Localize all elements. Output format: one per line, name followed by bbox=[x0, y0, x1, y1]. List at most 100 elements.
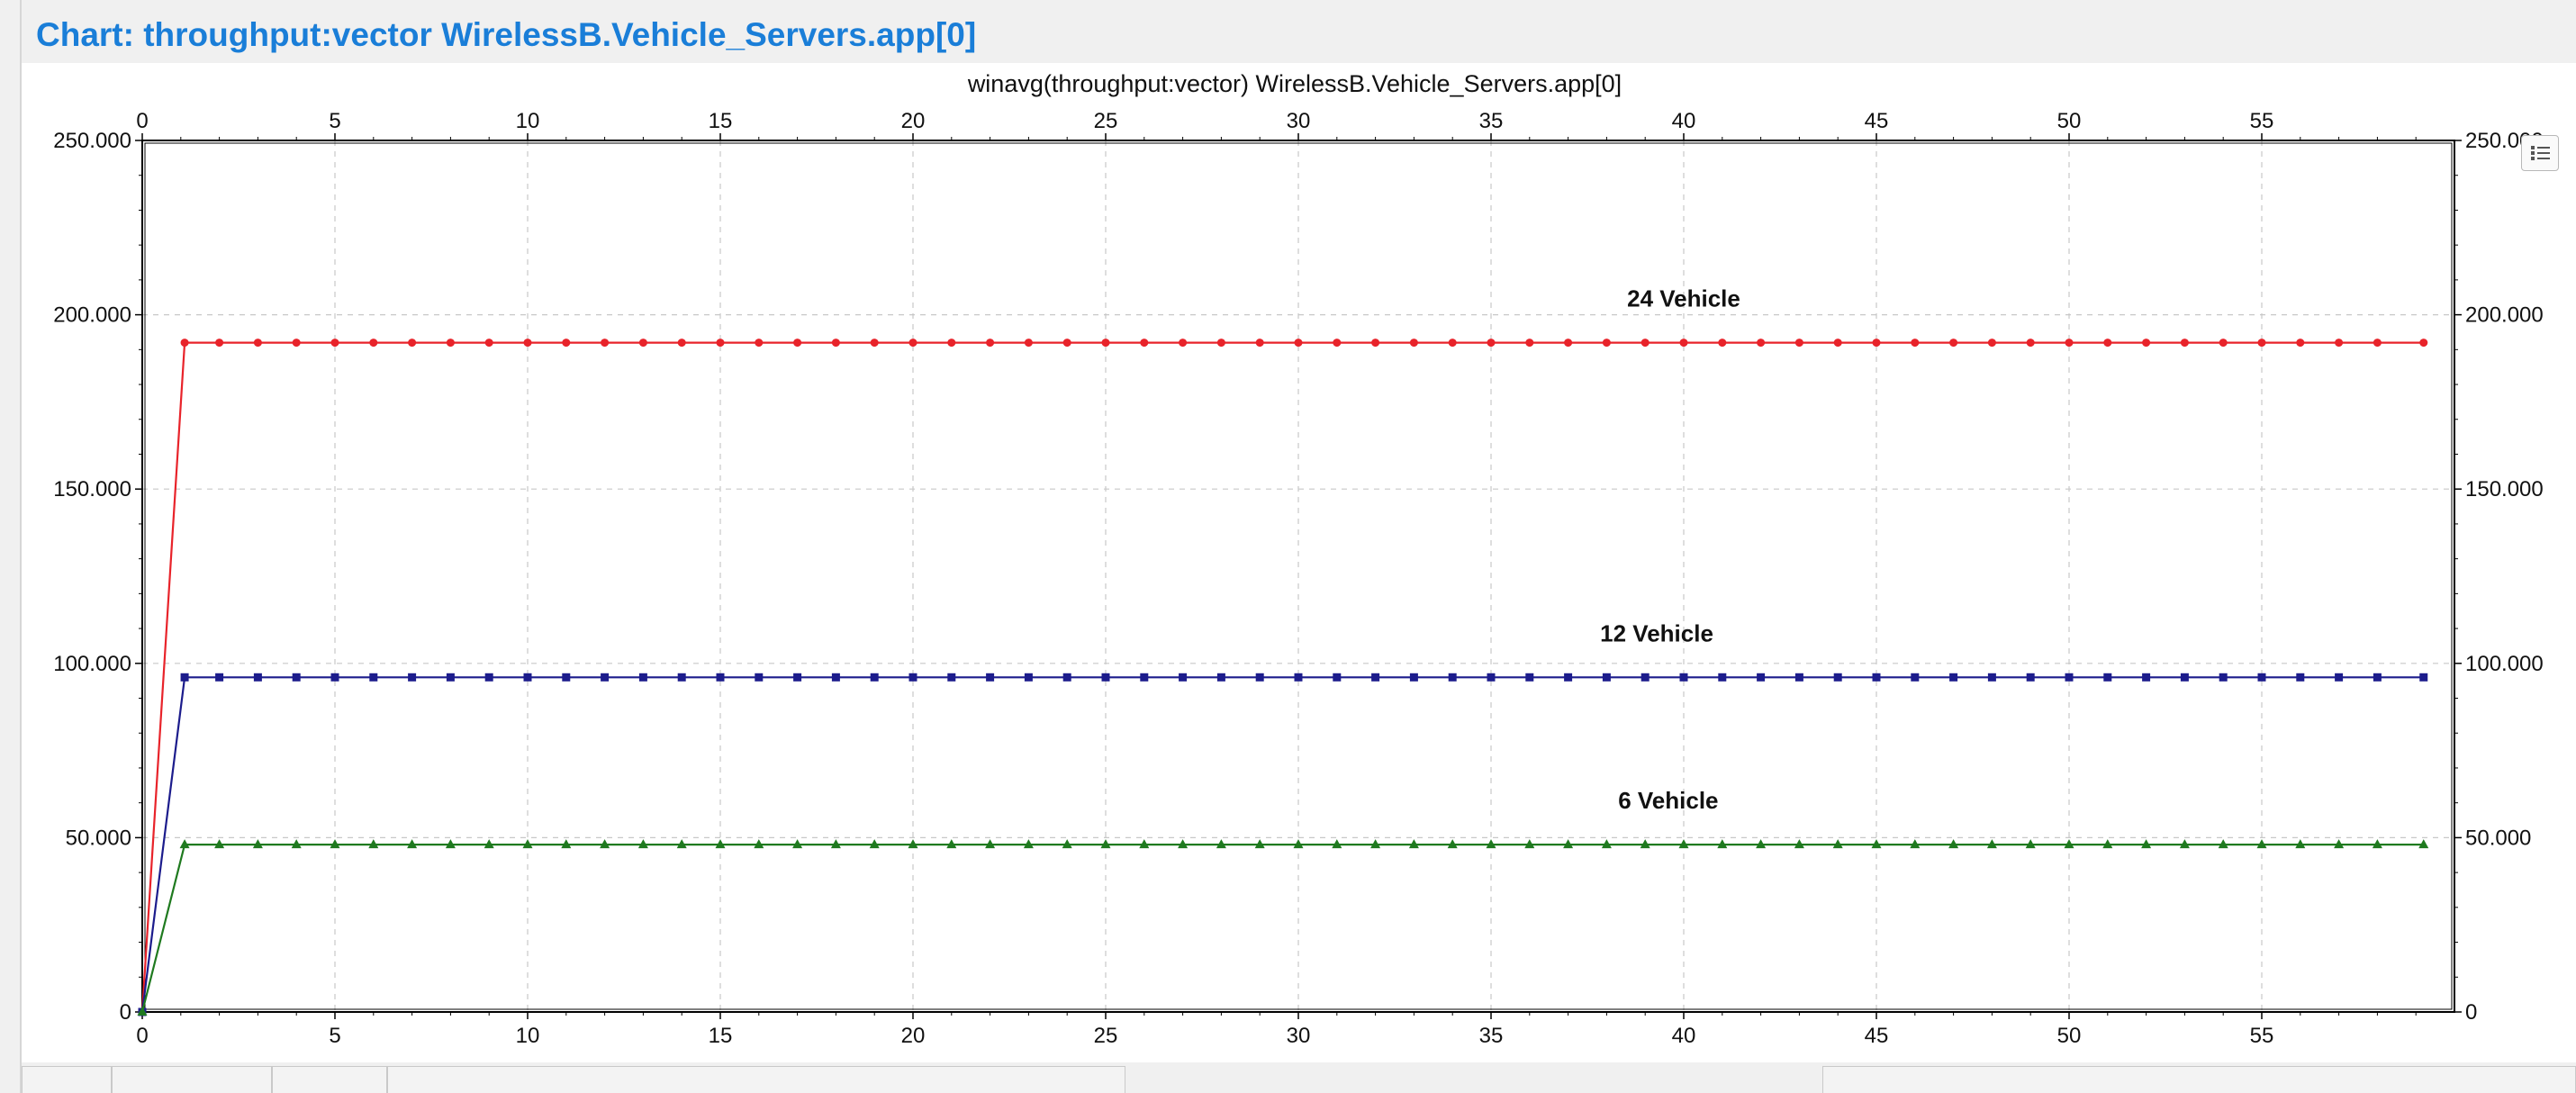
series-line bbox=[140, 676, 2424, 1013]
data-point bbox=[1756, 839, 1767, 849]
x-tick-label-top: 35 bbox=[1479, 109, 1504, 133]
data-point bbox=[446, 339, 455, 348]
y-tick-label: 250.000 bbox=[53, 129, 131, 153]
window-left-border bbox=[0, 0, 22, 1093]
data-point bbox=[1757, 339, 1766, 348]
data-point bbox=[1100, 839, 1111, 849]
chart-header: Chart: throughput:vector WirelessB.Vehic… bbox=[22, 9, 2576, 65]
data-point bbox=[1139, 839, 1150, 849]
bottom-tab[interactable] bbox=[1822, 1066, 2576, 1093]
data-point bbox=[1948, 839, 1959, 849]
data-point bbox=[754, 839, 764, 849]
data-point bbox=[1679, 339, 1688, 348]
data-point bbox=[484, 839, 494, 849]
y-tick-label-right: 100.000 bbox=[2465, 652, 2544, 676]
data-point bbox=[330, 339, 339, 348]
y-tick-label: 0 bbox=[120, 1000, 131, 1025]
data-point bbox=[1216, 339, 1225, 348]
bottom-tab[interactable] bbox=[387, 1066, 1125, 1093]
data-point bbox=[1486, 839, 1496, 849]
data-point bbox=[2257, 673, 2266, 682]
y-tick-label: 50.000 bbox=[66, 826, 131, 850]
data-point bbox=[908, 839, 918, 849]
data-point bbox=[830, 839, 841, 849]
data-point bbox=[601, 339, 610, 348]
data-point bbox=[1872, 339, 1881, 348]
data-point bbox=[986, 673, 995, 682]
data-point bbox=[1179, 339, 1188, 348]
data-point bbox=[1448, 673, 1457, 682]
series-line bbox=[140, 341, 2424, 1013]
data-point bbox=[561, 839, 572, 849]
bottom-tab[interactable] bbox=[22, 1066, 112, 1093]
series-label: 24 Vehicle bbox=[1627, 285, 1740, 312]
data-point bbox=[408, 673, 417, 682]
data-point bbox=[638, 339, 647, 348]
data-point bbox=[2218, 839, 2228, 849]
data-point bbox=[1216, 839, 1226, 849]
data-point bbox=[330, 673, 339, 682]
series-label: 6 Vehicle bbox=[1618, 787, 1718, 814]
data-point bbox=[1564, 339, 1573, 348]
data-point bbox=[1524, 839, 1535, 849]
data-point bbox=[523, 339, 532, 348]
data-point bbox=[985, 839, 996, 849]
data-point bbox=[408, 339, 417, 348]
data-point bbox=[869, 839, 880, 849]
data-point bbox=[1101, 673, 1110, 682]
data-point bbox=[253, 673, 262, 682]
data-point bbox=[180, 673, 189, 682]
x-tick-label-top: 45 bbox=[1865, 109, 1889, 133]
data-point bbox=[2142, 673, 2151, 682]
legend-toggle-button[interactable] bbox=[2521, 135, 2559, 171]
data-point bbox=[1332, 839, 1342, 849]
data-point bbox=[2296, 673, 2305, 682]
data-point bbox=[330, 839, 340, 849]
data-point bbox=[2180, 673, 2189, 682]
data-point bbox=[484, 339, 493, 348]
data-point bbox=[1062, 339, 1071, 348]
x-tick-label-top: 50 bbox=[2057, 109, 2082, 133]
plot-frame-inner bbox=[144, 142, 2453, 1010]
data-point bbox=[1872, 673, 1881, 682]
data-point bbox=[1987, 673, 1996, 682]
data-point bbox=[2141, 839, 2152, 849]
data-point bbox=[2102, 839, 2113, 849]
x-tick-label: 20 bbox=[901, 1024, 926, 1048]
data-point bbox=[1062, 839, 1072, 849]
x-tick-label: 0 bbox=[136, 1024, 148, 1048]
data-point bbox=[1911, 339, 1920, 348]
bottom-tab[interactable] bbox=[112, 1066, 272, 1093]
data-point bbox=[1448, 339, 1457, 348]
data-point bbox=[2026, 673, 2035, 682]
x-tick-label: 25 bbox=[1094, 1024, 1118, 1048]
data-point bbox=[638, 673, 647, 682]
data-point bbox=[1294, 673, 1303, 682]
data-point bbox=[1911, 673, 1920, 682]
data-point bbox=[1024, 339, 1033, 348]
line-chart: winavg(throughput:vector) WirelessB.Vehi… bbox=[53, 70, 2544, 1048]
bottom-tab-strip bbox=[22, 1062, 2576, 1093]
data-point bbox=[1023, 839, 1034, 849]
y-tick-label-right: 150.000 bbox=[2465, 477, 2544, 501]
bottom-tab[interactable] bbox=[272, 1066, 387, 1093]
data-point bbox=[947, 673, 956, 682]
data-point bbox=[2103, 339, 2112, 348]
data-point bbox=[292, 339, 301, 348]
x-tick-label-top: 5 bbox=[329, 109, 340, 133]
data-point bbox=[1178, 839, 1189, 849]
data-point bbox=[1679, 673, 1688, 682]
chart-plot-title: winavg(throughput:vector) WirelessB.Vehi… bbox=[967, 70, 1622, 97]
data-point bbox=[252, 839, 263, 849]
data-point bbox=[1101, 339, 1110, 348]
x-tick-label-top: 55 bbox=[2250, 109, 2274, 133]
data-point bbox=[2142, 339, 2151, 348]
data-point bbox=[1525, 673, 1534, 682]
x-tick-label: 50 bbox=[2057, 1024, 2082, 1048]
data-point bbox=[369, 339, 378, 348]
data-point bbox=[1294, 339, 1303, 348]
data-point bbox=[2064, 839, 2074, 849]
data-point bbox=[1140, 673, 1149, 682]
data-point bbox=[793, 339, 802, 348]
y-tick-label-right: 200.000 bbox=[2465, 303, 2544, 328]
